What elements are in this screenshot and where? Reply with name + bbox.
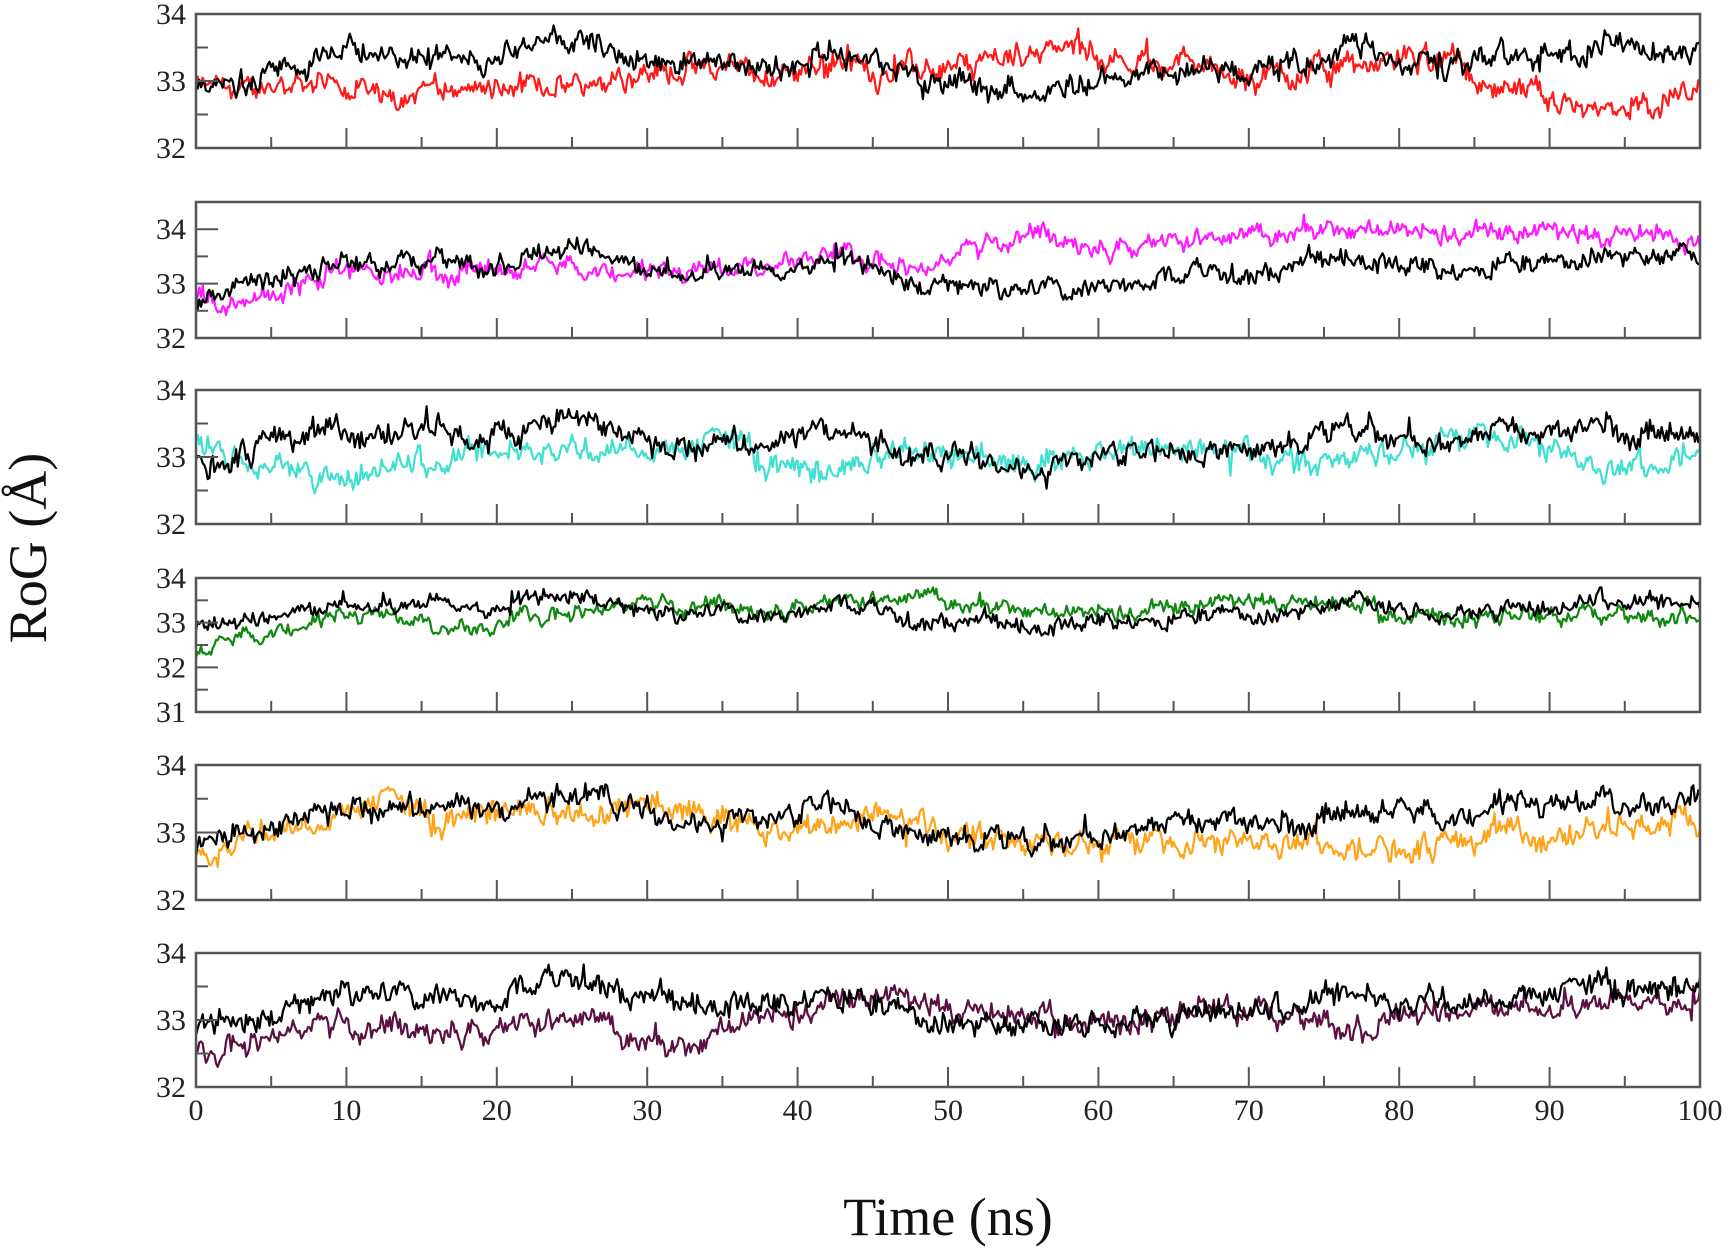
y-tick-label: 32 <box>156 132 186 165</box>
panel-frame <box>194 951 1702 1089</box>
series-line-system-6 <box>196 984 1700 1068</box>
x-tick-label: 40 <box>783 1094 813 1127</box>
y-tick-label: 34 <box>156 0 186 31</box>
series-line-reference <box>196 24 1700 104</box>
x-axis-title: Time (ns) <box>843 1187 1053 1247</box>
x-tick-label: 0 <box>189 1094 204 1127</box>
y-tick-label: 32 <box>156 884 186 917</box>
y-tick-label: 31 <box>156 696 186 729</box>
series-line-system-5 <box>196 786 1700 868</box>
y-tick-label: 33 <box>156 607 186 640</box>
x-tick-label: 70 <box>1234 1094 1264 1127</box>
x-tick-label: 90 <box>1535 1094 1565 1127</box>
y-tick-label: 34 <box>156 213 186 246</box>
y-tick-label: 32 <box>156 1071 186 1104</box>
x-tick-label: 50 <box>933 1094 963 1127</box>
x-tick-label: 100 <box>1678 1094 1723 1127</box>
y-tick-label: 32 <box>156 651 186 684</box>
x-tick-label: 10 <box>331 1094 361 1127</box>
y-tick-label: 32 <box>156 322 186 355</box>
y-tick-label: 34 <box>156 749 186 782</box>
y-tick-label: 33 <box>156 441 186 474</box>
panel-5: 32 33 34 <box>156 749 1702 917</box>
x-tick-label: 30 <box>632 1094 662 1127</box>
y-axis-title: RoG (Å) <box>0 453 58 643</box>
panel-6: 32 33 34 <box>156 937 1702 1104</box>
panel-frame <box>194 576 1702 714</box>
series-line-reference <box>196 782 1700 858</box>
panel-1: 32 33 34 <box>156 0 1702 165</box>
y-tick-label: 34 <box>156 374 186 407</box>
y-tick-label: 32 <box>156 508 186 541</box>
series-line-system-4 <box>196 586 1700 658</box>
y-tick-label: 33 <box>156 817 186 850</box>
x-tick-label: 60 <box>1083 1094 1113 1127</box>
series-line-reference <box>196 586 1700 637</box>
y-tick-label: 33 <box>156 1004 186 1037</box>
panels-group: 32 33 34 32 33 34 32 33 34 31 32 33 34 32 33 34 32 33 34 <box>156 0 1702 1104</box>
series-line-system-2 <box>196 213 1700 317</box>
series-line-system-1 <box>196 27 1700 121</box>
y-tick-label: 34 <box>156 562 186 595</box>
panel-4: 31 32 33 34 <box>156 562 1702 729</box>
series-line-reference <box>196 405 1700 490</box>
x-tick-label: 20 <box>482 1094 512 1127</box>
series-line-reference <box>196 963 1700 1039</box>
series-line-reference <box>196 236 1700 311</box>
panel-2: 32 33 34 <box>156 200 1702 355</box>
panel-3: 32 33 34 <box>156 374 1702 541</box>
y-tick-label: 33 <box>156 268 186 301</box>
x-tick-label: 80 <box>1384 1094 1414 1127</box>
y-tick-label: 34 <box>156 937 186 970</box>
y-tick-label: 33 <box>156 65 186 98</box>
series-line-system-3 <box>196 422 1700 495</box>
x-axis: 0 10 20 30 40 50 60 70 80 90 100 <box>189 1094 1723 1127</box>
